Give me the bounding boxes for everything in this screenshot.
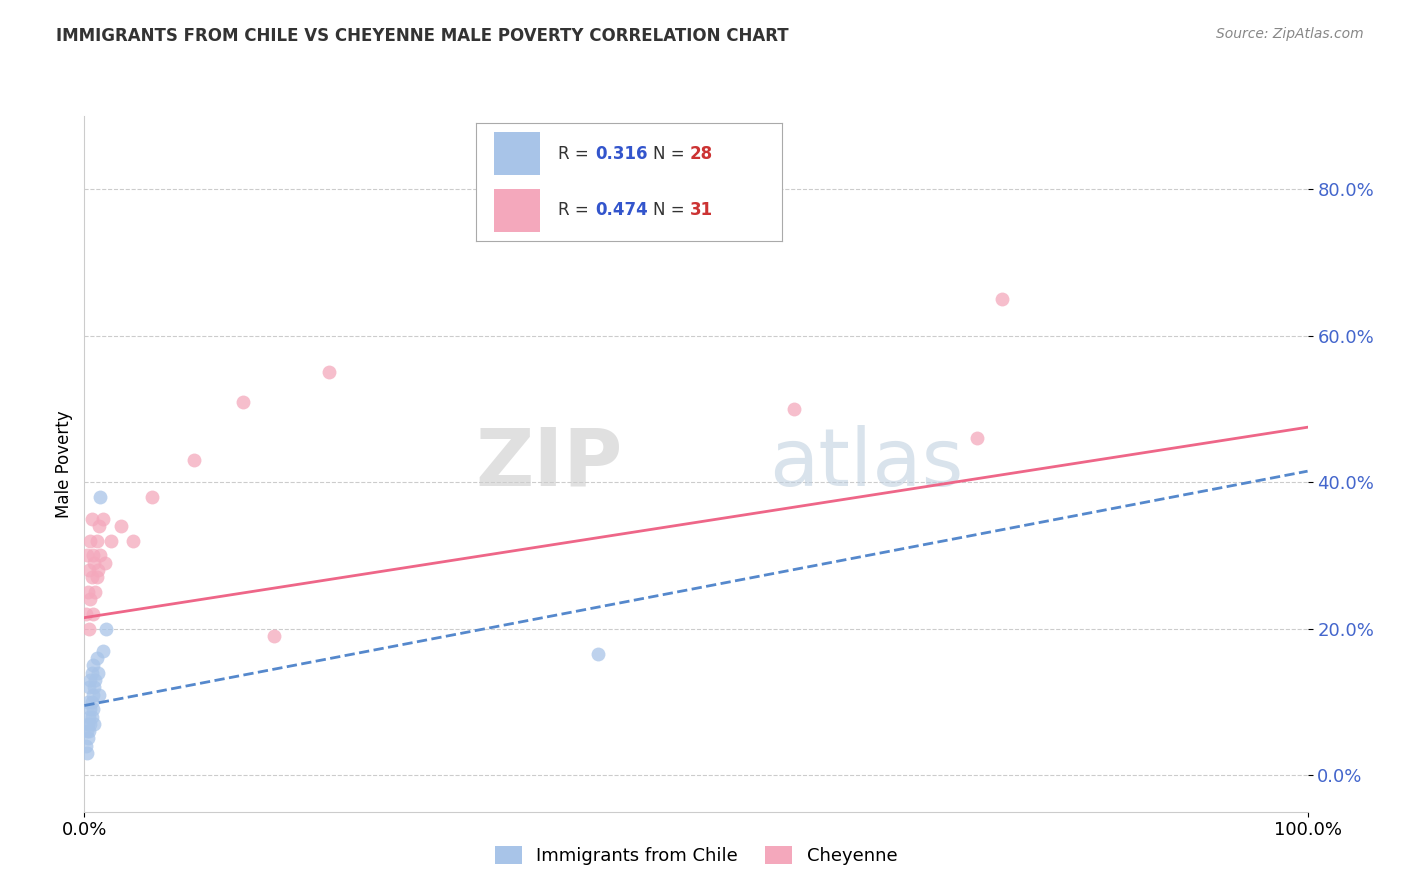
Text: 0.316: 0.316	[595, 145, 648, 162]
Text: R =: R =	[558, 145, 595, 162]
Point	[86, 651, 108, 665]
Text: IMMIGRANTS FROM CHILE VS CHEYENNE MALE POVERTY CORRELATION CHART: IMMIGRANTS FROM CHILE VS CHEYENNE MALE P…	[56, 27, 789, 45]
Point	[122, 533, 145, 548]
Point	[77, 680, 100, 694]
Text: N =: N =	[654, 145, 690, 162]
Point	[100, 533, 122, 548]
Point	[83, 716, 105, 731]
Point	[82, 658, 104, 673]
Point	[87, 688, 110, 702]
Point	[263, 629, 285, 643]
Point	[86, 570, 108, 584]
Point	[77, 709, 100, 723]
Text: R =: R =	[558, 202, 595, 219]
Y-axis label: Male Poverty: Male Poverty	[55, 410, 73, 517]
Point	[80, 709, 103, 723]
Point	[183, 453, 205, 467]
Point	[82, 549, 104, 563]
Point	[966, 431, 988, 445]
Legend: Immigrants from Chile, Cheyenne: Immigrants from Chile, Cheyenne	[488, 838, 904, 872]
Point	[80, 512, 103, 526]
Point	[79, 673, 101, 687]
Point	[80, 665, 103, 680]
Point	[83, 680, 105, 694]
Point	[87, 519, 110, 533]
Point	[76, 549, 98, 563]
Point	[77, 622, 100, 636]
Text: Source: ZipAtlas.com: Source: ZipAtlas.com	[1216, 27, 1364, 41]
Point	[89, 490, 111, 504]
Point	[80, 570, 103, 584]
Text: 31: 31	[690, 202, 713, 219]
Point	[86, 533, 108, 548]
Point	[77, 563, 100, 577]
Point	[77, 585, 100, 599]
Point	[82, 607, 104, 621]
Point	[76, 724, 98, 739]
Point	[94, 556, 117, 570]
Point	[110, 519, 132, 533]
Point	[89, 549, 111, 563]
Point	[75, 739, 97, 753]
Point	[783, 401, 806, 416]
Point	[318, 365, 340, 379]
Point	[82, 688, 104, 702]
Point	[990, 292, 1012, 306]
Text: N =: N =	[654, 202, 690, 219]
Point	[232, 394, 254, 409]
Point	[77, 695, 100, 709]
Point	[80, 695, 103, 709]
Point	[87, 563, 110, 577]
Point	[77, 724, 100, 739]
Point	[83, 556, 105, 570]
Point	[82, 702, 104, 716]
Point	[79, 592, 101, 607]
FancyBboxPatch shape	[494, 132, 540, 175]
Text: 0.474: 0.474	[595, 202, 648, 219]
Point	[96, 622, 118, 636]
Point	[141, 490, 163, 504]
Point	[77, 716, 100, 731]
Text: atlas: atlas	[769, 425, 963, 503]
Point	[77, 731, 100, 746]
Point	[91, 643, 114, 657]
Point	[75, 607, 97, 621]
Point	[91, 512, 114, 526]
Text: 28: 28	[690, 145, 713, 162]
Point	[79, 533, 101, 548]
Point	[76, 746, 98, 760]
Text: ZIP: ZIP	[475, 425, 623, 503]
Point	[586, 647, 609, 661]
Point	[79, 702, 101, 716]
Point	[79, 716, 101, 731]
Point	[87, 665, 110, 680]
Point	[84, 673, 107, 687]
FancyBboxPatch shape	[494, 189, 540, 232]
Point	[84, 585, 107, 599]
